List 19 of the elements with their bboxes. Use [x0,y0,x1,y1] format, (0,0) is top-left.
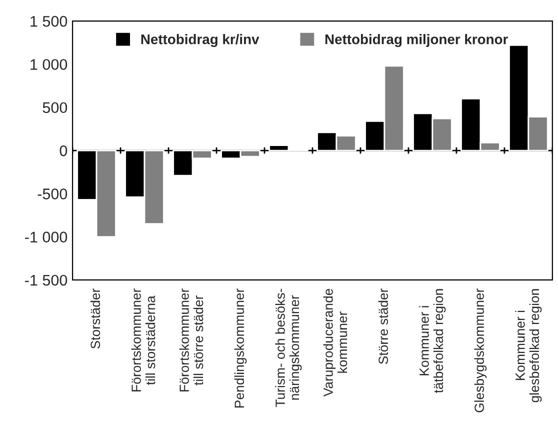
legend-label: Nettobidrag kr/inv [141,34,260,48]
x-tick-label: Pendlingskommuner [234,288,247,408]
y-tick-label: -1 500 [25,274,68,286]
legend-label: Nettobidrag miljoner kronor [325,34,508,48]
x-tick-label: Varuproducerande kommuner [323,288,348,397]
x-tick-label: Glesbygdskommuner [474,288,487,412]
y-tick-label: 1 500 [30,16,68,27]
y-tick-label: 0 [60,145,68,156]
x-tick-label: Kommuner i tätbefolkad region [419,289,446,393]
x-tick-label: Storstäder [90,288,100,349]
y-tick-label: -500 [38,188,68,200]
x-tick-label: Kommuner i glesbefolkad region [515,289,542,402]
y-tick-label: 500 [42,102,68,114]
y-tick-label: 1 000 [30,59,68,70]
x-tick-label: Större städer [378,288,388,364]
x-tick-label: Turism- och besöks- näringskommuner [275,288,302,408]
x-tick-label: Förortskommuner till storstäderna [131,288,156,392]
y-tick-label: -1 000 [25,232,68,242]
x-tick-label: Förortskommuner till större städer [179,288,204,392]
